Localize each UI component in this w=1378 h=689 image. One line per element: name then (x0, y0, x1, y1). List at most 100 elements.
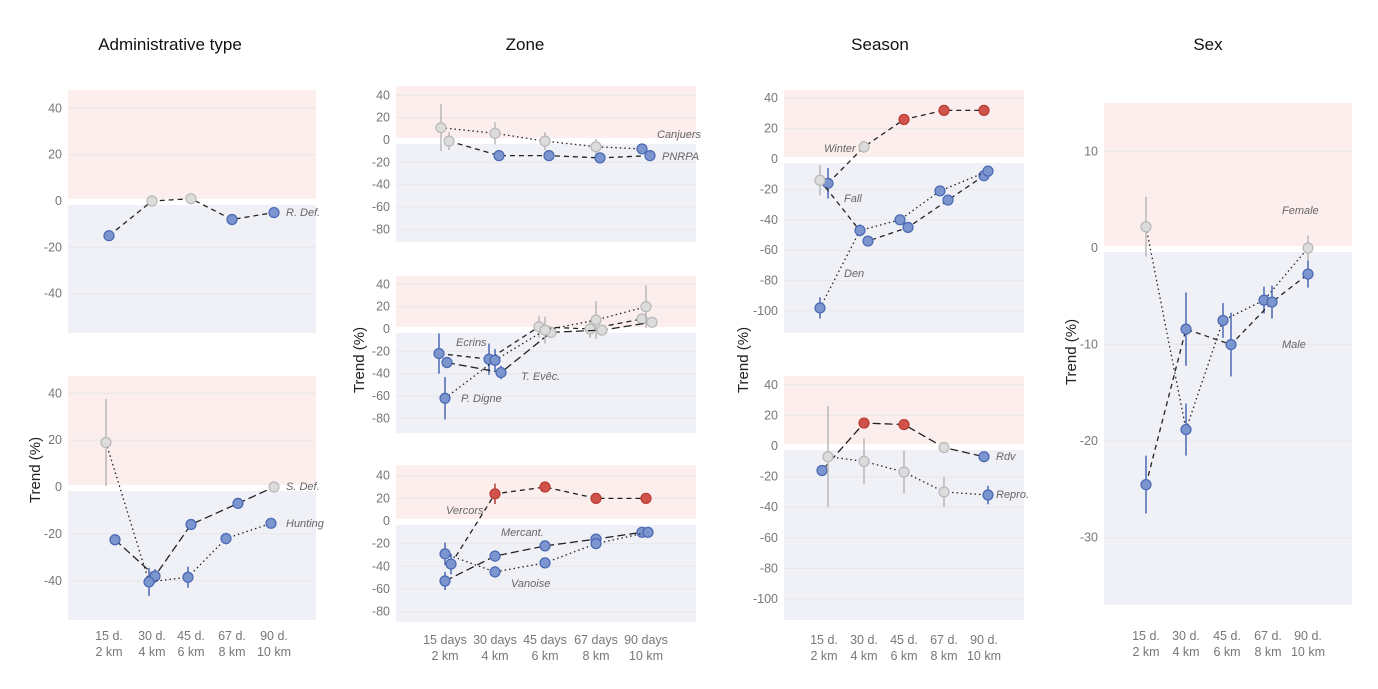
y-tick-label: -40 (372, 178, 390, 192)
y-axis-label: Trend (%) (735, 327, 752, 393)
column-title: Administrative type (98, 35, 242, 54)
x-tick-label: 15 d. 2 km (810, 633, 838, 663)
series-label: Vanoise (511, 578, 550, 590)
y-tick-label: -10 (1080, 338, 1098, 352)
panel-sex: 10 0 -10 -20 -30 Female Male (1080, 103, 1352, 605)
x-tick-label: 30 d. 4 km (1172, 629, 1200, 659)
data-point (539, 557, 551, 569)
panel-zone-top: 40 20 0 -20 -40 -60 -80 Canjuers PNRPA (372, 86, 702, 242)
x-tick-label: 67 d. 8 km (1254, 629, 1282, 659)
data-point (103, 230, 115, 242)
data-point (858, 141, 870, 153)
x-tick-label: 90 d. 10 km (257, 629, 291, 659)
y-tick-label: -20 (760, 182, 778, 196)
positive-band (68, 376, 316, 485)
x-tick-label: 15 d. 2 km (95, 629, 123, 659)
data-point (539, 481, 551, 493)
panel-zone-bottom: 40 20 0 -20 -40 -60 -80 Vercors Mercant. Vanoise (372, 465, 696, 622)
y-tick-label: -20 (372, 537, 390, 551)
data-point (439, 575, 451, 587)
series-label: Repro. (996, 489, 1029, 501)
data-point (594, 152, 606, 164)
panel-zone-middle: 40 20 0 -20 -40 -60 -80 Ecrins T. Evêc. P. Digne (372, 276, 696, 433)
data-point (1302, 268, 1314, 280)
series-label: Fall (844, 193, 862, 205)
data-point (182, 571, 194, 583)
y-tick-label: -40 (44, 574, 62, 588)
y-tick-label: -30 (1080, 531, 1098, 545)
y-tick-label: 20 (376, 491, 390, 505)
series-line (450, 486, 646, 565)
data-point (894, 214, 906, 226)
y-tick-label: -40 (372, 559, 390, 573)
x-tick-label: 30 days 4 km (473, 633, 517, 663)
y-axis-label: Trend (%) (27, 437, 44, 503)
y-tick-label: -40 (44, 287, 62, 301)
panel-admin-bottom: 40 20 0 -20 -40 S. Def. Hunting (44, 376, 325, 620)
column-title: Sex (1193, 35, 1223, 54)
data-point (902, 221, 914, 233)
y-tick-label: 40 (376, 469, 390, 483)
y-tick-label: 20 (764, 122, 778, 136)
series-label: T. Evêc. (521, 371, 560, 383)
data-point (898, 418, 910, 431)
y-axis-label: Trend (%) (351, 327, 368, 393)
series-label: Canjuers (657, 129, 702, 141)
data-point (814, 174, 826, 186)
data-point (596, 324, 608, 336)
y-tick-label: -20 (372, 155, 390, 169)
data-point (942, 194, 954, 206)
x-tick-label: 45 d. 6 km (890, 633, 918, 663)
data-point (226, 213, 238, 226)
y-tick-label: 40 (376, 88, 390, 102)
data-point (640, 492, 652, 504)
data-point (590, 141, 602, 153)
data-point (982, 489, 994, 501)
y-tick-label: -80 (760, 274, 778, 288)
x-tick-label: 90 d. 10 km (1291, 629, 1325, 659)
data-point (1225, 338, 1237, 351)
y-tick-label: 20 (48, 433, 62, 447)
x-tick-label: 45 d. 6 km (1213, 629, 1241, 659)
y-tick-label: 10 (1084, 144, 1098, 158)
data-point (938, 104, 950, 116)
data-point (489, 354, 501, 366)
y-tick-label: 0 (383, 514, 390, 528)
data-point (590, 492, 602, 504)
y-axis-label: Trend (%) (1063, 319, 1080, 385)
series-label: Winter (824, 143, 857, 155)
y-tick-label: 0 (1091, 241, 1098, 255)
data-point (268, 206, 280, 219)
series-line (444, 531, 643, 582)
data-point (816, 464, 828, 477)
x-tick-label: 45 d. 6 km (177, 629, 205, 659)
data-point (938, 486, 950, 498)
x-tick-label: 15 days 2 km (423, 633, 467, 663)
data-point (854, 224, 866, 237)
series-label: Male (1282, 339, 1306, 351)
data-point (268, 481, 280, 493)
x-tick-label: 90 days 10 km (624, 633, 668, 663)
y-tick-label: -80 (372, 411, 390, 425)
y-tick-label: 40 (48, 101, 62, 115)
data-point (1180, 423, 1192, 436)
data-point (109, 534, 121, 546)
series-label: Female (1282, 205, 1319, 217)
data-point (644, 150, 656, 162)
data-point (489, 488, 501, 500)
series-label: Hunting (286, 518, 325, 530)
data-point (185, 193, 197, 205)
data-point (858, 455, 870, 467)
data-point (543, 150, 555, 162)
y-tick-label: 20 (48, 148, 62, 162)
data-point (862, 235, 874, 247)
data-point (495, 366, 507, 379)
data-point (898, 466, 910, 478)
series-line (444, 306, 647, 399)
positive-band (784, 376, 1024, 444)
data-point (265, 517, 277, 529)
negative-band (396, 333, 696, 433)
y-tick-label: 20 (764, 408, 778, 422)
y-tick-label: -60 (372, 582, 390, 596)
